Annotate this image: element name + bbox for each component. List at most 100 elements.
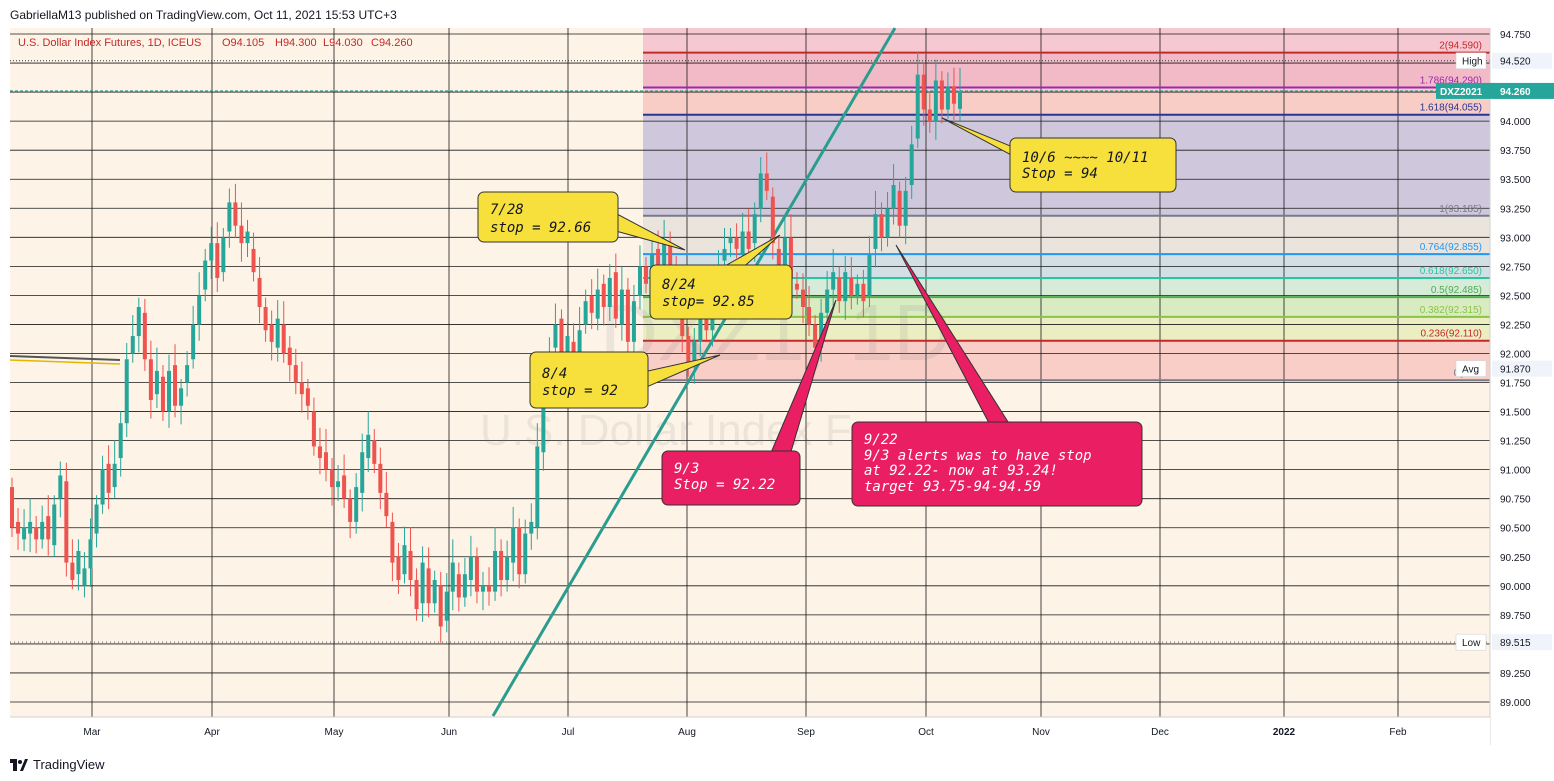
candle-body <box>112 463 117 488</box>
candle-body <box>456 574 461 598</box>
y-tick-label: 91.500 <box>1500 408 1531 419</box>
price-chart[interactable]: 2(94.590) 1.786(94.290) 1.618(94.055) 1(93.… <box>0 0 1554 748</box>
x-tick-label: Oct <box>918 727 934 738</box>
y-tick-label: 92.750 <box>1500 262 1531 273</box>
price-tag-last-value: 94.260 <box>1500 87 1531 98</box>
candle-body <box>722 248 727 261</box>
price-tag-avg-bg <box>1455 360 1487 377</box>
candle-body <box>927 109 932 122</box>
callout-text: stop = 92.66 <box>490 220 591 236</box>
y-tick-label: 90.250 <box>1500 553 1531 564</box>
candle-body <box>861 283 866 302</box>
candle-body <box>951 86 956 104</box>
candle-body <box>807 307 812 325</box>
price-tag-high-value: 94.520 <box>1500 57 1531 68</box>
candle-body <box>402 545 407 575</box>
y-tick-label: 89.250 <box>1500 669 1531 680</box>
candle-body <box>480 585 485 592</box>
tradingview-logo-icon <box>10 758 28 771</box>
candle-body <box>22 527 27 540</box>
candle-body <box>221 237 226 273</box>
callout-note-8-4[interactable]: 8/4 stop = 92 <box>529 351 721 409</box>
fib-label-1: 1(93.185) <box>1439 204 1482 215</box>
candle-body <box>209 243 214 261</box>
candle-body <box>740 231 745 255</box>
callout-text: stop= 92.85 <box>662 294 755 310</box>
candle-body <box>770 196 775 244</box>
candle-body <box>426 568 431 604</box>
candle-body <box>921 74 926 110</box>
y-tick-label: 90.000 <box>1500 582 1531 593</box>
fib-zone-0.5 <box>643 297 1490 317</box>
fib-label-1.618: 1.618(94.055) <box>1420 103 1482 114</box>
candle-body <box>64 481 69 563</box>
candle-body <box>396 556 401 581</box>
fib-zone-1.786 <box>643 87 1490 115</box>
candle-body <box>589 295 594 313</box>
candle-body <box>330 469 335 488</box>
candle-body <box>130 336 135 354</box>
fib-zone-0.382 <box>643 316 1490 341</box>
candle-body <box>384 492 389 517</box>
callout-note-7-28[interactable]: 7/28 stop = 92.66 <box>477 191 686 251</box>
candle-body <box>118 423 123 459</box>
x-tick-label: 2022 <box>1273 727 1296 738</box>
price-tag-high-value-bg <box>1492 52 1552 69</box>
callout-box <box>477 191 619 243</box>
y-tick-label: 93.750 <box>1500 146 1531 157</box>
candle-body <box>746 231 751 249</box>
y-tick-label: 93.500 <box>1500 175 1531 186</box>
callout-text: Stop = 92.22 <box>674 477 775 493</box>
callout-text: target 93.75-94-94.59 <box>864 479 1041 495</box>
candle-body <box>873 214 878 249</box>
candle-body <box>360 452 365 493</box>
candle-body <box>698 312 703 342</box>
callout-box <box>1009 137 1177 193</box>
callout-note-10-6[interactable]: 10/6 ~~~~ 10/11 Stop = 94 <box>941 117 1177 193</box>
candle-body <box>185 365 190 383</box>
candle-body <box>336 481 341 488</box>
candle-body <box>776 248 781 267</box>
candle-body <box>764 173 769 191</box>
fib-label-0.5: 0.5(92.485) <box>1431 285 1482 296</box>
candle-body <box>891 185 896 209</box>
callout-note-8-24[interactable]: 8/24 stop= 92.85 <box>649 234 793 320</box>
callout-box <box>649 264 793 320</box>
candle-body <box>523 533 528 575</box>
candle-body <box>372 440 377 464</box>
price-tag-avg-value: 91.870 <box>1500 365 1531 376</box>
candle-body <box>197 295 202 325</box>
candle-body <box>867 254 872 296</box>
candle-body <box>583 301 588 325</box>
candle-body <box>571 341 576 360</box>
candle-body <box>432 580 437 604</box>
price-tag-high-label: High <box>1462 57 1483 68</box>
candle-body <box>487 585 492 592</box>
candle-body <box>939 80 944 110</box>
tradingview-brand[interactable]: TradingView <box>10 757 105 772</box>
price-tag-low-label: Low <box>1462 638 1481 649</box>
x-tick-label: Feb <box>1389 727 1407 738</box>
candle-body <box>541 376 546 453</box>
callout-box <box>851 421 1143 507</box>
candle-body <box>595 289 600 319</box>
fib-zone-2 <box>643 52 1490 88</box>
candle-body <box>517 527 522 575</box>
callout-box <box>529 351 649 409</box>
y-tick-label: 93.250 <box>1500 204 1531 215</box>
candle-body <box>28 521 33 534</box>
candle-body <box>656 248 661 273</box>
candle-body <box>644 266 649 284</box>
candle-body <box>348 498 353 522</box>
candle-body <box>354 487 359 522</box>
candle-body <box>299 382 304 395</box>
candle-body <box>124 359 129 424</box>
fib-label-0.618: 0.618(92.650) <box>1420 266 1482 277</box>
candle-body <box>825 289 830 313</box>
candle-body <box>366 434 371 459</box>
candle-body <box>945 86 950 110</box>
price-tag-high-bg <box>1455 52 1487 69</box>
callout-text: 9/22 <box>864 432 898 448</box>
